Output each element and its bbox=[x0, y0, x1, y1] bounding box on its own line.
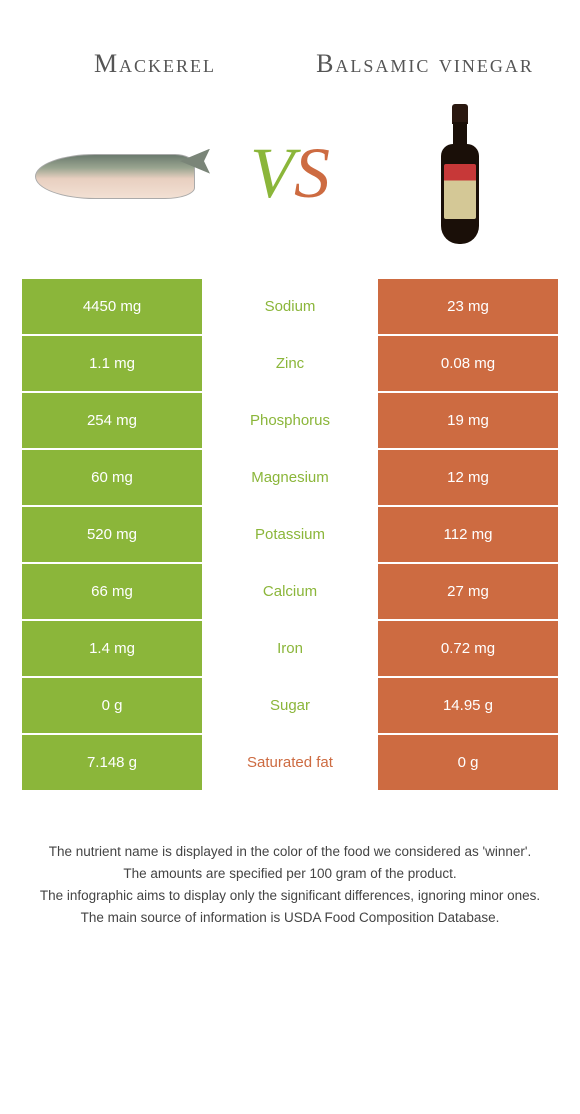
footnote-line: The infographic aims to display only the… bbox=[25, 886, 555, 906]
table-row: 4450 mgSodium23 mg bbox=[22, 279, 558, 334]
nutrient-label: Phosphorus bbox=[202, 393, 378, 448]
right-value-cell: 112 mg bbox=[378, 507, 558, 562]
nutrient-label: Saturated fat bbox=[202, 735, 378, 790]
images-row: VS bbox=[0, 89, 580, 279]
nutrient-label: Calcium bbox=[202, 564, 378, 619]
mackerel-icon bbox=[35, 144, 205, 204]
right-value-cell: 0.08 mg bbox=[378, 336, 558, 391]
nutrient-label: Magnesium bbox=[202, 450, 378, 505]
table-row: 7.148 gSaturated fat0 g bbox=[22, 735, 558, 790]
footnotes: The nutrient name is displayed in the co… bbox=[0, 792, 580, 929]
right-value-cell: 0.72 mg bbox=[378, 621, 558, 676]
vs-label: VS bbox=[250, 132, 330, 215]
left-value-cell: 60 mg bbox=[22, 450, 202, 505]
right-value-cell: 14.95 g bbox=[378, 678, 558, 733]
footnote-line: The main source of information is USDA F… bbox=[25, 908, 555, 928]
table-row: 60 mgMagnesium12 mg bbox=[22, 450, 558, 505]
right-food-header: Balsamic vinegar bbox=[290, 50, 560, 79]
left-food-header: Mackerel bbox=[20, 50, 290, 79]
nutrient-label: Sodium bbox=[202, 279, 378, 334]
vs-v: V bbox=[250, 133, 294, 213]
header: Mackerel Balsamic vinegar bbox=[0, 0, 580, 89]
nutrient-label: Potassium bbox=[202, 507, 378, 562]
right-value-cell: 19 mg bbox=[378, 393, 558, 448]
left-value-cell: 7.148 g bbox=[22, 735, 202, 790]
comparison-table: 4450 mgSodium23 mg1.1 mgZinc0.08 mg254 m… bbox=[0, 279, 580, 790]
left-value-cell: 66 mg bbox=[22, 564, 202, 619]
right-food-image bbox=[370, 104, 550, 244]
left-value-cell: 1.1 mg bbox=[22, 336, 202, 391]
nutrient-label: Iron bbox=[202, 621, 378, 676]
left-value-cell: 520 mg bbox=[22, 507, 202, 562]
table-row: 1.4 mgIron0.72 mg bbox=[22, 621, 558, 676]
right-value-cell: 23 mg bbox=[378, 279, 558, 334]
left-value-cell: 4450 mg bbox=[22, 279, 202, 334]
right-value-cell: 12 mg bbox=[378, 450, 558, 505]
table-row: 520 mgPotassium112 mg bbox=[22, 507, 558, 562]
nutrient-label: Zinc bbox=[202, 336, 378, 391]
footnote-line: The nutrient name is displayed in the co… bbox=[25, 842, 555, 862]
table-row: 1.1 mgZinc0.08 mg bbox=[22, 336, 558, 391]
footnote-line: The amounts are specified per 100 gram o… bbox=[25, 864, 555, 884]
left-food-image bbox=[30, 144, 210, 204]
table-row: 66 mgCalcium27 mg bbox=[22, 564, 558, 619]
right-value-cell: 0 g bbox=[378, 735, 558, 790]
table-row: 0 gSugar14.95 g bbox=[22, 678, 558, 733]
right-value-cell: 27 mg bbox=[378, 564, 558, 619]
left-value-cell: 0 g bbox=[22, 678, 202, 733]
left-value-cell: 254 mg bbox=[22, 393, 202, 448]
right-food-title: Balsamic vinegar bbox=[290, 50, 560, 79]
nutrient-label: Sugar bbox=[202, 678, 378, 733]
vinegar-bottle-icon bbox=[440, 104, 480, 244]
table-row: 254 mgPhosphorus19 mg bbox=[22, 393, 558, 448]
left-food-title: Mackerel bbox=[20, 50, 290, 79]
left-value-cell: 1.4 mg bbox=[22, 621, 202, 676]
vs-s: S bbox=[294, 133, 330, 213]
